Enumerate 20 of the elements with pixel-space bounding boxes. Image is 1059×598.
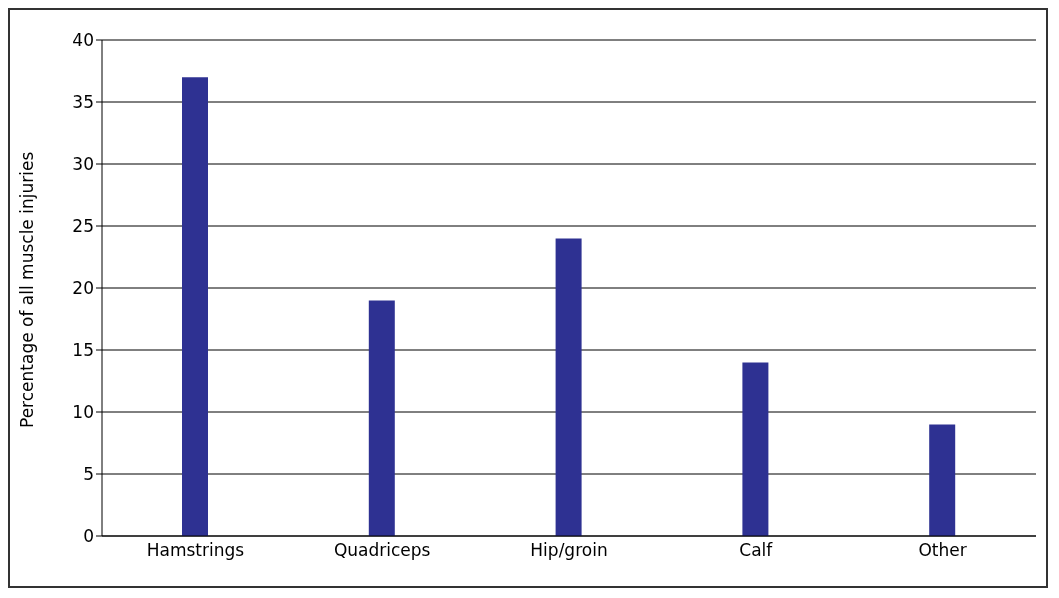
x-tick-label: Calf [739,540,774,561]
bar [182,77,208,536]
y-axis-title: Percentage of all muscle injuries [17,151,38,428]
y-tick-label: 20 [72,278,94,299]
bar [368,300,395,536]
y-tick-label: 10 [72,402,94,423]
x-tick-label: Hamstrings [146,540,245,561]
bar [742,362,769,536]
bar [929,424,956,536]
y-tick-label: 15 [72,340,94,361]
y-tick-label: 0 [83,526,94,547]
y-tick-label: 30 [72,154,94,175]
y-tick-label: 25 [72,216,94,237]
bar [555,238,582,536]
y-tick-label: 40 [72,30,94,51]
y-tick-label: 5 [83,464,94,485]
y-tick-label: 35 [72,92,94,113]
x-tick-label: Other [918,540,967,561]
x-tick-label: Hip/groin [530,540,608,561]
x-tick-label: Quadriceps [333,540,431,561]
